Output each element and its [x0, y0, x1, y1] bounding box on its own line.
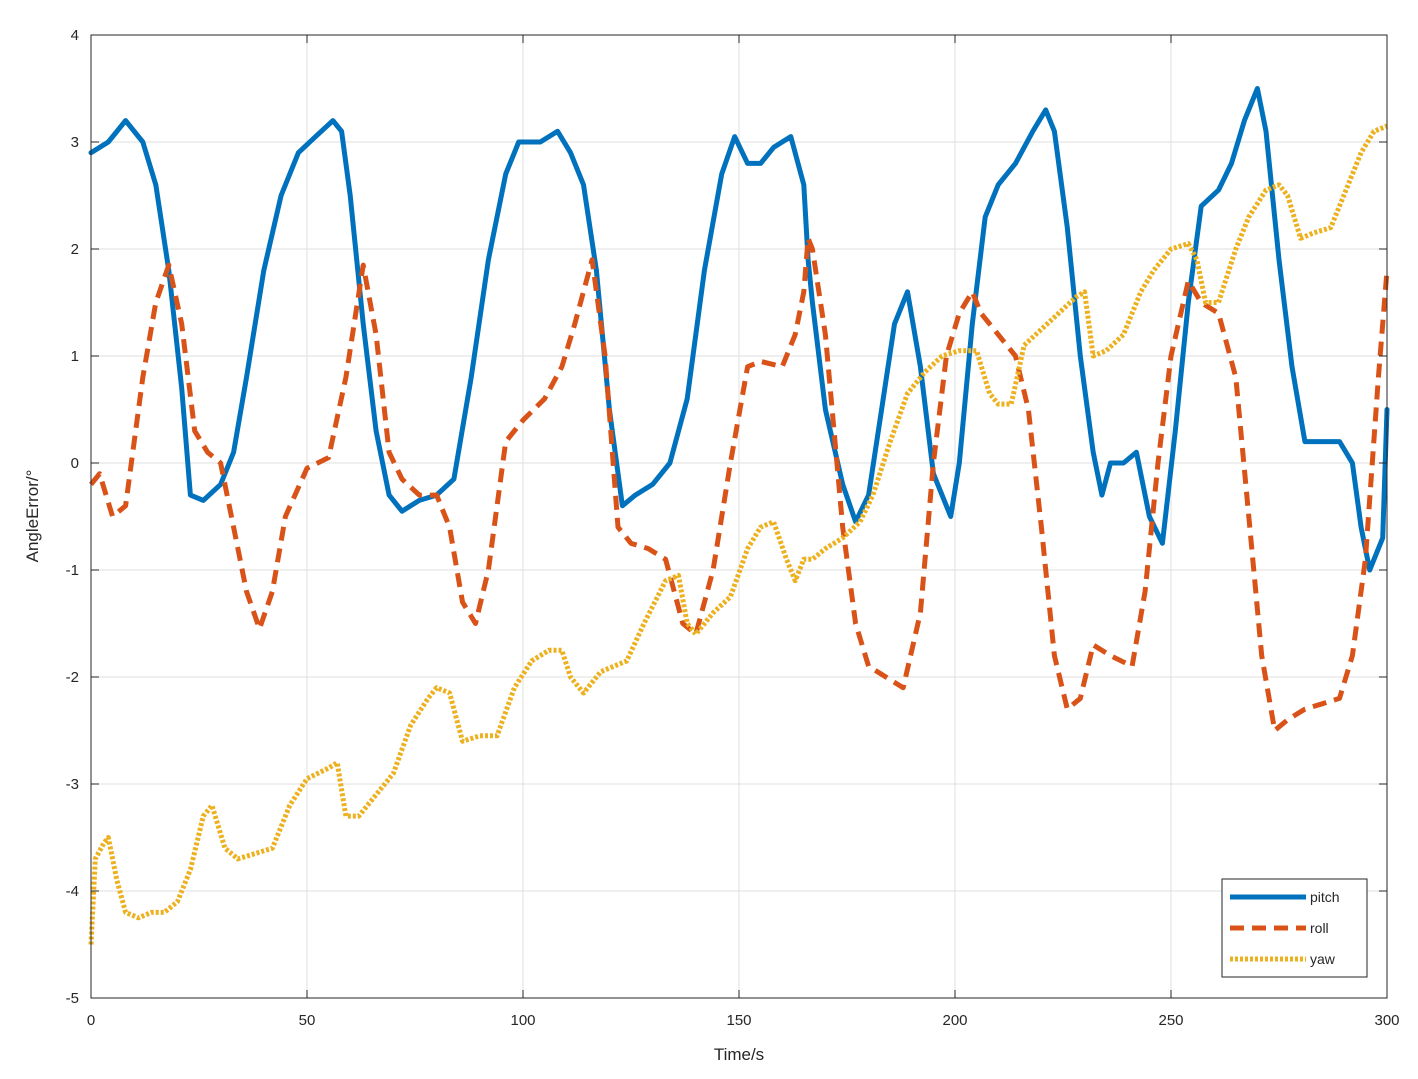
x-tick-label: 300 — [1374, 1012, 1399, 1029]
x-tick-label: 250 — [1158, 1012, 1183, 1029]
y-tick-label: 1 — [71, 348, 79, 365]
y-tick-label: -2 — [66, 669, 79, 686]
x-tick-label: 200 — [942, 1012, 967, 1029]
x-axis-label: Time/s — [714, 1045, 764, 1064]
y-tick-label: -5 — [66, 990, 79, 1007]
y-axis-label: AngleError/° — [23, 470, 42, 563]
x-tick-label: 50 — [299, 1012, 316, 1029]
y-tick-label: 3 — [71, 134, 79, 151]
legend: pitch roll yaw — [1222, 879, 1367, 977]
y-tick-label: -4 — [66, 883, 79, 900]
legend-label-yaw: yaw — [1310, 951, 1336, 967]
x-tick-label: 0 — [87, 1012, 95, 1029]
y-tick-label: -1 — [66, 562, 79, 579]
legend-label-roll: roll — [1310, 920, 1329, 936]
y-tick-label: 4 — [71, 27, 79, 44]
x-tick-label: 150 — [726, 1012, 751, 1029]
x-tick-label: 100 — [510, 1012, 535, 1029]
y-tick-label: 0 — [71, 455, 79, 472]
y-tick-label: 2 — [71, 241, 79, 258]
legend-label-pitch: pitch — [1310, 889, 1340, 905]
y-tick-label: -3 — [66, 776, 79, 793]
line-chart: 0 50 100 150 200 250 300 -5 -4 -3 -2 -1 0 1 2 3 4 Time/s… — [0, 0, 1418, 1079]
